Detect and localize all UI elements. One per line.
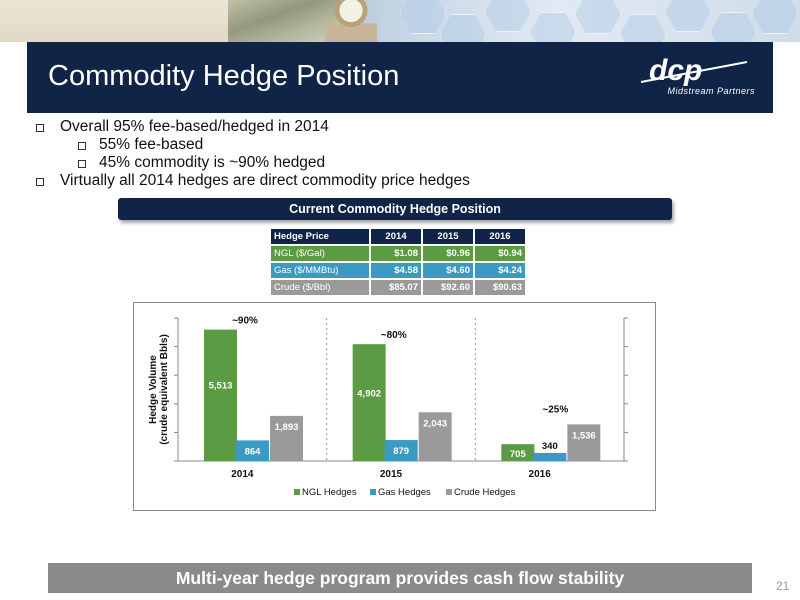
legend-swatch (294, 489, 300, 495)
table-row-label: Gas ($/MMBtu) (271, 263, 369, 278)
legend-swatch (370, 489, 376, 495)
logo-subtitle: Midstream Partners (667, 86, 755, 96)
bullet-item: Virtually all 2014 hedges are direct com… (36, 172, 736, 190)
bar-crude-hedges (418, 412, 452, 461)
table-header-cell: 2016 (475, 229, 525, 244)
table-cell: $92.60 (423, 280, 473, 295)
title-bar: Commodity Hedge Position dcp Midstream P… (27, 42, 773, 113)
banner-hexagon (400, 0, 446, 34)
bar-ngl-hedges (204, 329, 237, 461)
table-header-cell: 2015 (423, 229, 473, 244)
company-logo: dcp Midstream Partners (635, 52, 755, 102)
bar-crude-hedges (567, 424, 601, 461)
data-label: 879 (393, 446, 409, 457)
bar-gas-hedges (533, 452, 567, 461)
data-label: 864 (245, 446, 262, 457)
bullet-square-icon (36, 178, 44, 186)
table-cell: $1.08 (371, 246, 421, 261)
bullet-square-icon (36, 124, 44, 132)
bar-ngl-hedges (501, 444, 535, 461)
banner-photo-tree (228, 0, 338, 42)
bar-gas-hedges (384, 440, 418, 461)
bullet-list: Overall 95% fee-based/hedged in 2014 55%… (36, 118, 736, 190)
bullet-square-icon (78, 160, 86, 168)
bar-ngl-hedges (352, 344, 386, 461)
data-label: 340 (542, 441, 558, 452)
data-label: 705 (510, 449, 527, 460)
legend-label: Crude Hedges (454, 487, 516, 498)
bar-gas-hedges (236, 440, 269, 461)
hedge-volume-chart: Hedge Volume(crude equivalent Bbls) 5,513… (133, 302, 656, 511)
header-banner-image (0, 0, 800, 54)
y-axis-label: Hedge Volume(crude equivalent Bbls) (148, 334, 170, 445)
page-title: Commodity Hedge Position (48, 60, 400, 92)
table-row: NGL ($/Gal) $1.08 $0.96 $0.94 (271, 246, 525, 261)
annotation-label: ~90% (232, 316, 258, 327)
dcp-logo-icon: dcp (640, 54, 748, 87)
bar-crude-hedges (270, 415, 303, 461)
table-row-label: Crude ($/Bbl) (271, 280, 369, 295)
bullet-text: 55% fee-based (99, 136, 204, 153)
data-label: 4,902 (357, 389, 381, 400)
table-cell: $0.96 (423, 246, 473, 261)
table-cell: $90.63 (475, 280, 525, 295)
table-header-cell: Hedge Price (271, 229, 369, 244)
table-cell: $4.24 (475, 263, 525, 278)
banner-photo-worker (325, 0, 377, 42)
banner-hexagon (752, 0, 798, 34)
table-cell: $0.94 (475, 246, 525, 261)
table-row: Crude ($/Bbl) $85.07 $92.60 $90.63 (271, 280, 525, 295)
banner-hexagon (665, 0, 711, 32)
section-header: Current Commodity Hedge Position (118, 198, 672, 220)
banner-photo-left (0, 0, 228, 42)
table-cell: $4.58 (371, 263, 421, 278)
x-tick-label: 2014 (231, 469, 254, 480)
table-cell: $4.60 (423, 263, 473, 278)
bullet-item: Overall 95% fee-based/hedged in 2014 (36, 118, 736, 136)
data-label: 1,536 (572, 430, 596, 441)
legend-swatch (446, 489, 452, 495)
annotation-label: ~25% (542, 404, 568, 415)
chart-canvas: Hedge Volume(crude equivalent Bbls) 5,513… (148, 316, 628, 498)
hedge-price-table: Hedge Price 2014 2015 2016 NGL ($/Gal) $… (269, 227, 527, 297)
banner-hexagon (575, 0, 621, 34)
table-header-cell: 2014 (371, 229, 421, 244)
bullet-text: 45% commodity is ~90% hedged (99, 154, 326, 171)
banner-hexagon (485, 0, 531, 32)
x-tick-label: 2015 (380, 469, 403, 480)
legend-label: NGL Hedges (302, 487, 357, 498)
footer-banner: Multi-year hedge program provides cash f… (48, 563, 752, 593)
page-number: 21 (776, 579, 790, 593)
sub-bullet-item: 45% commodity is ~90% hedged (36, 154, 736, 172)
logo-mark: dcp (649, 54, 702, 87)
sub-bullet-item: 55% fee-based (36, 136, 736, 154)
legend-label: Gas Hedges (378, 487, 431, 498)
table-cell: $85.07 (371, 280, 421, 295)
data-label: 5,513 (209, 381, 233, 392)
data-label: 2,043 (423, 418, 447, 429)
table-row: Gas ($/MMBtu) $4.58 $4.60 $4.24 (271, 263, 525, 278)
bullet-text: Virtually all 2014 hedges are direct com… (60, 172, 470, 189)
table-row-label: NGL ($/Gal) (271, 246, 369, 261)
bullet-square-icon (78, 142, 86, 150)
annotation-label: ~80% (381, 330, 407, 341)
data-label: 1,893 (275, 422, 299, 433)
x-tick-label: 2016 (529, 469, 552, 480)
table-header-row: Hedge Price 2014 2015 2016 (271, 229, 525, 244)
bullet-text: Overall 95% fee-based/hedged in 2014 (60, 118, 329, 135)
